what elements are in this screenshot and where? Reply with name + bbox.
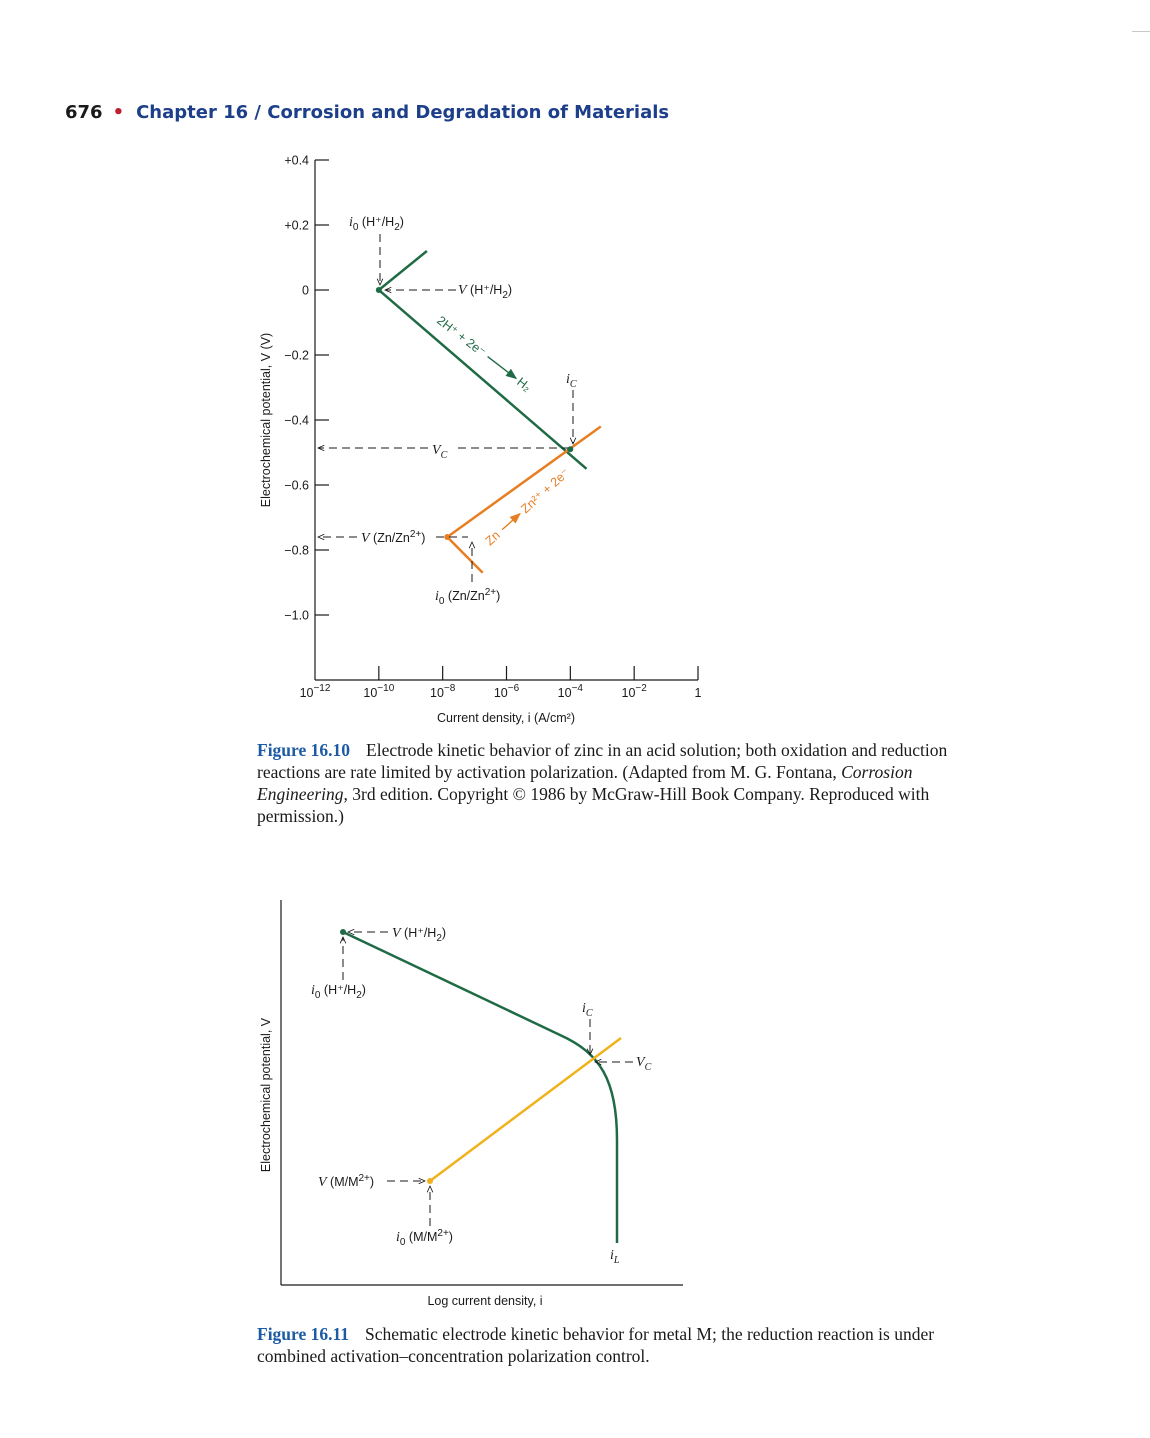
caption-text-1: Electrode kinetic behavior of zinc in an…	[257, 740, 948, 782]
f10-x-tick-label: 10−6	[494, 683, 520, 700]
figure-16-10-caption: Figure 16.10 Electrode kinetic behavior o…	[257, 739, 957, 827]
f10-y-axis-label: Electrochemical potential, V (V)	[259, 333, 273, 507]
f10-x-tick-label: 10−4	[558, 683, 584, 700]
caption-book-title: Corrosion Engineering,	[257, 762, 913, 804]
figure-16-10-label: Figure 16.10	[257, 740, 351, 760]
f10-ic-label: iC	[566, 372, 577, 390]
f11-point-io-h	[340, 929, 346, 935]
f10-x-tick-label: 1	[695, 686, 702, 700]
f11-y-axis-label: Electrochemical potential, V	[259, 1017, 273, 1172]
f10-x-tick-label: 10−2	[622, 683, 648, 700]
f10-x-ticks: 10−12 10−10 10−8 10−6 10−4 10−2 1	[300, 666, 702, 700]
svg-text:Zn: Zn	[483, 528, 503, 548]
chapter-title: Chapter 16 / Corrosion and Degradation o…	[136, 102, 670, 123]
figure-16-10: +0.4 +0.2 0 −0.2 −0.4 −0.6 −0.8 −1.0 10−12 10−10…	[259, 154, 702, 726]
f11-point-io-m	[427, 1178, 433, 1184]
f11-reduction-curve	[342, 930, 619, 1243]
f11-io-h-label: i0 (H⁺/H2)	[311, 983, 366, 1001]
f10-x-tick-label: 10−8	[430, 683, 456, 700]
f10-y-tick-label: −1.0	[284, 609, 309, 623]
f10-point-io-h	[375, 287, 382, 293]
f10-y-tick-label: 0	[302, 284, 309, 298]
f10-y-tick-label: −0.8	[284, 544, 309, 558]
f11-v-m-label: V (M/M2+)	[318, 1173, 374, 1190]
page-number: 676	[65, 102, 103, 123]
f10-point-io-zn	[444, 534, 451, 540]
f10-v-h-label: V (H⁺/H2)	[458, 283, 512, 301]
svg-text:H₂: H₂	[514, 375, 534, 395]
f11-vc-label: VC	[636, 1055, 652, 1073]
page-corner-mark	[1132, 31, 1150, 32]
f10-v-zn-label: V (Zn/Zn2+)	[361, 529, 425, 546]
caption-text-2: 3rd edition. Copyright © 1986 by McGraw-…	[257, 784, 930, 826]
f11-oxidation-line	[429, 1036, 622, 1183]
bullet-separator: •	[112, 102, 125, 123]
f10-io-zn-label: i0 (Zn/Zn2+)	[435, 587, 500, 607]
caption-text: Schematic electrode kinetic behavior for…	[257, 1324, 935, 1366]
f10-y-tick-label: −0.6	[284, 479, 309, 493]
f11-v-h-label: V (H⁺/H2)	[392, 926, 446, 944]
f11-il-label: iL	[610, 1248, 620, 1266]
f11-ic-label: iC	[582, 1001, 593, 1019]
f10-y-tick-label: −0.2	[284, 349, 309, 363]
f10-axes	[314, 160, 698, 681]
f10-vc-label: VC	[432, 443, 448, 461]
f10-y-tick-label: +0.2	[284, 219, 309, 233]
f10-y-tick-label: +0.4	[284, 154, 309, 168]
f10-x-tick-label: 10−10	[363, 683, 394, 700]
f10-y-ticks: +0.4 +0.2 0 −0.2 −0.4 −0.6 −0.8 −1.0	[284, 154, 329, 623]
svg-text:Zn²⁺ + 2e⁻: Zn²⁺ + 2e⁻	[518, 465, 572, 516]
svg-text:2H⁺ + 2e⁻: 2H⁺ + 2e⁻	[434, 313, 488, 359]
f10-y-tick-label: −0.4	[284, 414, 309, 428]
f10-x-axis-label: Current density, i (A/cm²)	[437, 711, 575, 725]
f10-io-h-label: i0 (H⁺/H2)	[349, 215, 404, 233]
f11-io-m-label: i0 (M/M2+)	[396, 1228, 453, 1248]
f10-x-tick-label: 10−12	[300, 683, 331, 700]
figure-16-11-caption: Figure 16.11 Schematic electrode kinetic …	[257, 1323, 957, 1367]
figure-16-11: Electrochemical potential, V Log current…	[259, 900, 683, 1308]
figure-16-11-label: Figure 16.11	[257, 1324, 350, 1344]
f10-point-corrosion	[567, 446, 574, 453]
running-head: 676 • Chapter 16 / Corrosion and Degradati…	[65, 102, 669, 123]
f11-x-axis-label: Log current density, i	[427, 1294, 542, 1308]
